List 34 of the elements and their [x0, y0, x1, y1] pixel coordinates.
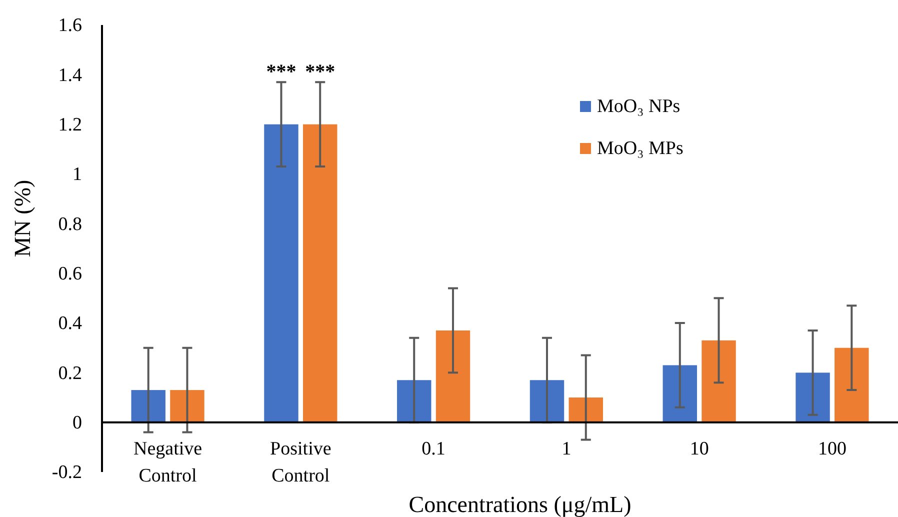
bar: [530, 380, 564, 422]
x-tick-label: 0.1: [422, 438, 446, 460]
bar: [303, 124, 338, 422]
x-tick-label: 1: [562, 438, 572, 460]
y-tick-label: 0.8: [58, 214, 82, 235]
bar: [796, 372, 830, 422]
legend-label: MoO₃ MPs: [597, 138, 684, 159]
y-tick-label: 0.2: [58, 362, 82, 384]
y-tick-label: 1.6: [58, 15, 82, 36]
x-tick-label: Positive Control: [270, 438, 332, 486]
bar: [397, 380, 432, 422]
y-tick-label: 1.4: [58, 64, 82, 86]
y-tick-label: 0.4: [58, 313, 82, 334]
annotation: ***: [266, 61, 296, 84]
annotation: ***: [305, 61, 336, 84]
bar: [662, 365, 697, 422]
bar: [702, 340, 736, 422]
bar: [170, 390, 204, 422]
x-tick-label: 10: [690, 438, 709, 460]
x-tick-label: Negative Control: [133, 438, 202, 486]
x-tick-label: 100: [818, 438, 846, 460]
y-tick-label: 1.2: [58, 114, 82, 136]
bar: [834, 348, 869, 422]
bar: [264, 124, 298, 422]
y-tick-label: 0: [72, 412, 82, 434]
y-axis-title: MN (%): [10, 180, 35, 258]
bar: [131, 390, 166, 422]
y-tick-label: 0.6: [58, 263, 82, 284]
bar: [568, 398, 603, 422]
y-tick-label: -0.2: [52, 462, 82, 484]
y-tick-label: 1: [72, 164, 82, 186]
bar: [436, 330, 470, 422]
legend-label: MoO₃ NPs: [597, 96, 680, 117]
x-axis-title: Concentrations (μg/mL): [408, 492, 632, 517]
